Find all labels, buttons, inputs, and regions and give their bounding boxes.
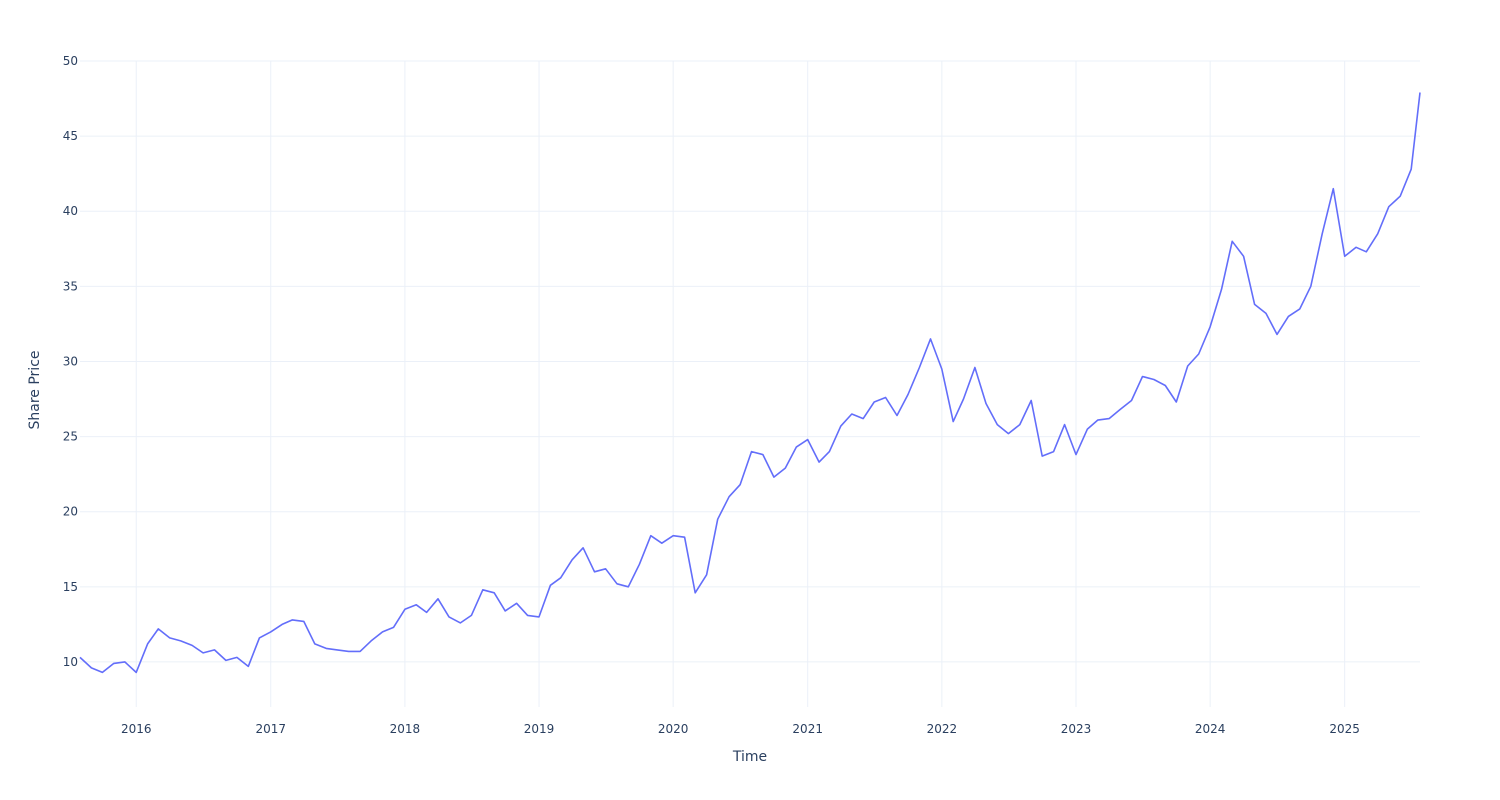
x-tick-label-2023: 2023	[1061, 722, 1092, 736]
x-tick-label-2025: 2025	[1329, 722, 1360, 736]
y-tick-label-40: 40	[63, 204, 78, 218]
y-tick-label-15: 15	[63, 580, 78, 594]
x-tick-label-2017: 2017	[255, 722, 286, 736]
y-tick-label-25: 25	[63, 430, 78, 444]
y-axis-title: Share Price	[27, 350, 43, 429]
x-tick-label-2018: 2018	[390, 722, 421, 736]
y-tick-label-50: 50	[63, 54, 78, 68]
x-tick-label-2019: 2019	[524, 722, 555, 736]
x-tick-label-2022: 2022	[927, 722, 958, 736]
x-tick-label-2020: 2020	[658, 722, 689, 736]
y-tick-label-45: 45	[63, 129, 78, 143]
series-layer	[79, 92, 1421, 674]
y-tick-label-30: 30	[63, 354, 78, 368]
x-tick-label-2021: 2021	[792, 722, 823, 736]
y-tick-label-35: 35	[63, 279, 78, 293]
y-tick-label-10: 10	[63, 655, 78, 669]
gridlines	[80, 60, 1420, 707]
x-axis-title: Time	[732, 749, 767, 765]
series-line-0	[79, 92, 1421, 674]
y-tick-label-20: 20	[63, 505, 78, 519]
x-tick-label-2016: 2016	[121, 722, 152, 736]
x-tick-label-2024: 2024	[1195, 722, 1226, 736]
